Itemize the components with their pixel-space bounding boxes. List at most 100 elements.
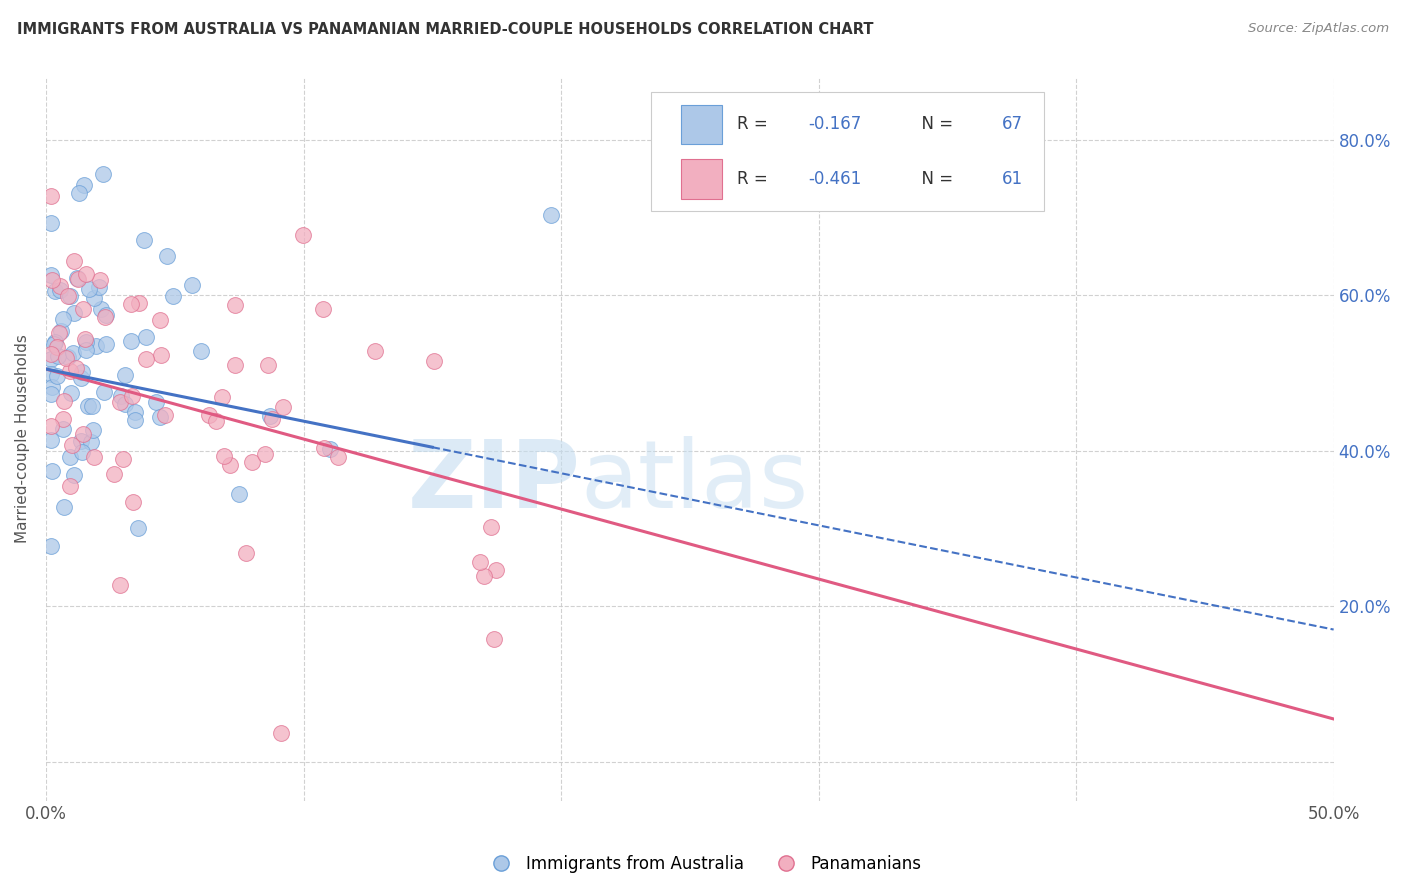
Point — [75, 267, 97, 281]
Point — [121, 390, 143, 404]
Point — [67, 186, 90, 200]
Point — [257, 358, 280, 372]
Point — [59, 450, 82, 465]
Point — [128, 296, 150, 310]
Y-axis label: Married-couple Households: Married-couple Households — [15, 334, 30, 543]
Text: 67: 67 — [1001, 115, 1022, 134]
Point — [219, 458, 242, 472]
Point — [93, 384, 115, 399]
Point — [77, 399, 100, 413]
Point — [94, 308, 117, 322]
Point — [44, 285, 66, 299]
Text: -0.167: -0.167 — [808, 115, 862, 134]
Point — [39, 367, 62, 381]
Point — [224, 359, 246, 373]
Point — [94, 337, 117, 351]
Point — [39, 189, 62, 203]
Point — [73, 178, 96, 192]
Point — [224, 298, 246, 312]
Point — [39, 352, 62, 367]
Point — [44, 334, 66, 349]
Point — [326, 450, 349, 464]
Point — [120, 296, 142, 310]
Point — [540, 208, 562, 222]
Text: IMMIGRANTS FROM AUSTRALIA VS PANAMANIAN MARRIED-COUPLE HOUSEHOLDS CORRELATION CH: IMMIGRANTS FROM AUSTRALIA VS PANAMANIAN … — [17, 22, 873, 37]
Point — [59, 288, 82, 302]
Point — [271, 400, 294, 414]
Point — [63, 253, 86, 268]
Point — [205, 414, 228, 428]
Point — [58, 478, 80, 492]
Point — [270, 726, 292, 740]
Point — [39, 216, 62, 230]
Point — [69, 371, 91, 385]
Point — [72, 427, 94, 442]
Point — [472, 568, 495, 582]
Point — [63, 468, 86, 483]
Point — [150, 349, 173, 363]
Point — [110, 578, 132, 592]
Point — [65, 360, 87, 375]
Point — [52, 411, 75, 425]
Point — [60, 438, 83, 452]
Point — [240, 454, 263, 468]
Point — [103, 467, 125, 482]
Point — [59, 386, 82, 401]
Point — [66, 270, 89, 285]
Text: Source: ZipAtlas.com: Source: ZipAtlas.com — [1249, 22, 1389, 36]
Point — [63, 306, 86, 320]
Point — [156, 249, 179, 263]
Point — [197, 408, 219, 422]
Point — [72, 302, 94, 317]
Point — [45, 340, 67, 354]
Legend: Immigrants from Australia, Panamanians: Immigrants from Australia, Panamanians — [478, 848, 928, 880]
Point — [89, 273, 111, 287]
Point — [108, 394, 131, 409]
Point — [120, 334, 142, 348]
Point — [190, 344, 212, 359]
Point — [75, 334, 97, 349]
Point — [94, 310, 117, 325]
Point — [70, 434, 93, 449]
Point — [58, 289, 80, 303]
Point — [53, 394, 76, 409]
Point — [135, 330, 157, 344]
Point — [479, 519, 502, 533]
Point — [91, 167, 114, 181]
Bar — [681, 104, 723, 145]
Point — [59, 364, 82, 378]
Point — [319, 442, 342, 457]
Point — [181, 278, 204, 293]
Point — [83, 423, 105, 437]
Point — [39, 386, 62, 401]
Point — [135, 351, 157, 366]
Point — [124, 405, 146, 419]
Point — [75, 333, 97, 347]
Point — [312, 301, 335, 316]
Point — [364, 343, 387, 358]
Bar — [681, 159, 723, 199]
Point — [48, 326, 70, 340]
Text: R =: R = — [738, 115, 773, 134]
Point — [62, 346, 84, 360]
Point — [56, 350, 79, 364]
Point — [39, 433, 62, 447]
Point — [70, 365, 93, 379]
Point — [77, 282, 100, 296]
Point — [39, 347, 62, 361]
Text: N =: N = — [911, 115, 959, 134]
Point — [51, 324, 73, 338]
Point — [89, 280, 111, 294]
Point — [52, 312, 75, 326]
Text: R =: R = — [738, 169, 773, 187]
Point — [228, 487, 250, 501]
Point — [127, 521, 149, 535]
Point — [46, 368, 69, 383]
Text: 61: 61 — [1001, 169, 1022, 187]
Point — [83, 450, 105, 464]
Point — [253, 447, 276, 461]
Point — [66, 272, 89, 286]
Point — [49, 279, 72, 293]
Point — [259, 409, 281, 423]
Text: atlas: atlas — [581, 436, 808, 528]
